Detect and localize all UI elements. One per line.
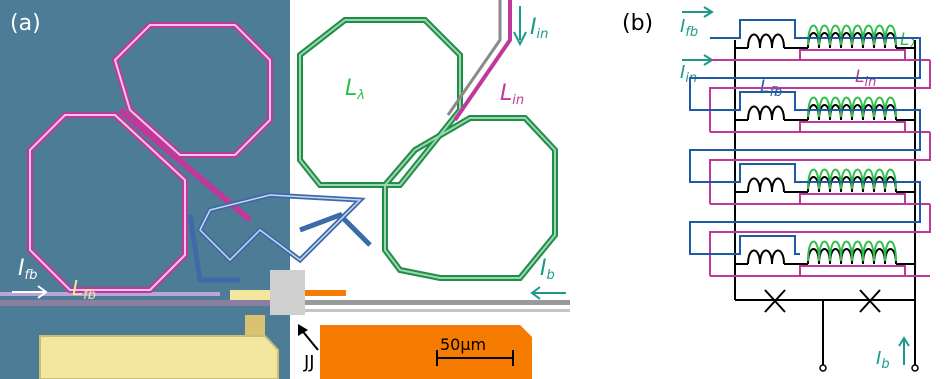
stage-fb-crossover xyxy=(689,109,921,183)
i-b-label: Ib xyxy=(540,256,555,283)
fb-pad-strip xyxy=(230,290,290,300)
panel-a-micrograph: 50μm JJ (a) Iin Lλ Lin Ifb Lfb Ib xyxy=(0,0,580,379)
stage-fb-crossover xyxy=(689,181,921,255)
stage-fb-crossover xyxy=(689,37,921,111)
fb-trace-2 xyxy=(0,292,220,296)
stage-in-coil-core xyxy=(807,32,897,49)
b-i-b-label: Ib xyxy=(876,348,890,372)
terminal-left xyxy=(819,364,827,372)
stage-in-coil-core xyxy=(807,104,897,121)
stage-fb-loop xyxy=(735,19,800,39)
bias-line-2 xyxy=(300,309,570,312)
input-line xyxy=(453,0,512,122)
stage-in-loop xyxy=(799,121,906,132)
i-in-arrowhead xyxy=(513,31,527,47)
stage-in-loop xyxy=(799,49,906,60)
stage-in-loop xyxy=(799,265,906,276)
l-lambda-label: Lλ xyxy=(345,76,365,103)
fb-trace xyxy=(0,300,300,306)
stage-in-loop xyxy=(799,193,906,204)
b-i-b-arrowhead xyxy=(898,336,910,347)
stage-black-coil xyxy=(747,177,785,193)
i-fb-arrowhead xyxy=(37,285,48,299)
jj-arrowhead xyxy=(298,324,308,336)
b-i-in-label: Iin xyxy=(680,62,697,86)
stage-lambda-coil xyxy=(807,24,897,46)
stage-black-coil xyxy=(747,249,785,265)
orange-pad xyxy=(320,325,532,379)
jj-block xyxy=(270,270,305,315)
stage-in-coil-core xyxy=(807,176,897,193)
pink-coil-inner xyxy=(29,24,271,291)
yellow-pad xyxy=(39,335,279,379)
b-i-fb-arrowhead xyxy=(703,6,714,18)
l-in-label: Lin xyxy=(500,81,524,108)
stage-fb-loop xyxy=(735,163,800,183)
stage-lambda-coil xyxy=(807,168,897,190)
blue-fb-inner xyxy=(199,194,362,262)
substrate-right xyxy=(290,0,580,379)
i-fb-label: Ifb xyxy=(18,256,37,283)
stage-fb-loop xyxy=(735,91,800,111)
stage-lambda-coil xyxy=(807,240,897,262)
terminal-right xyxy=(911,364,919,372)
junction-network xyxy=(735,289,916,365)
scale-bar xyxy=(436,350,514,366)
stage-fb-loop xyxy=(735,235,800,255)
i-in-label: Iin xyxy=(530,15,548,42)
stage-lambda-coil xyxy=(807,96,897,118)
panel-a-label: (a) xyxy=(10,11,41,36)
l-fb-label: Lfb xyxy=(72,276,96,303)
b-l-lambda-label: Lλ xyxy=(900,30,917,53)
bias-line xyxy=(300,300,570,305)
scale-bar-label: 50μm xyxy=(440,335,486,354)
orange-strip xyxy=(298,290,346,296)
b-i-fb-label: Ifb xyxy=(680,16,698,40)
panel-b-schematic: (b) Ifb Iin Lfb Lin Lλ Ib xyxy=(622,6,931,372)
jj-pad xyxy=(245,315,265,335)
i-b-arrowhead xyxy=(530,286,541,300)
input-line-2 xyxy=(446,0,502,116)
stage-black-coil xyxy=(747,33,785,49)
stage-black-coil xyxy=(747,105,785,121)
substrate-left xyxy=(0,0,290,379)
jj-label: JJ xyxy=(303,352,315,373)
stage-in-coil-core xyxy=(807,248,897,265)
stage-group xyxy=(689,19,931,277)
panel-b-label: (b) xyxy=(622,11,653,36)
